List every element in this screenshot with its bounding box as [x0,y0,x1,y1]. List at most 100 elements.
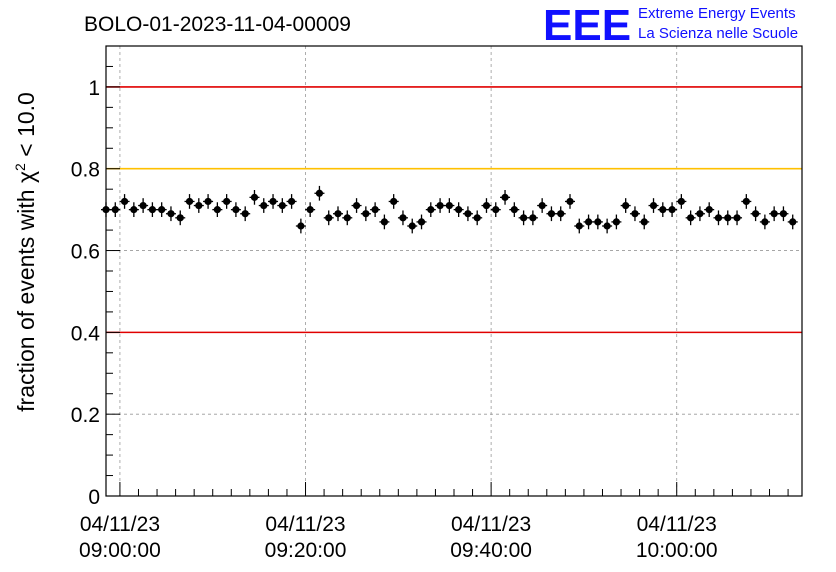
data-point [667,202,678,217]
y-axis-label-suffix: < 10.0 [13,92,39,163]
data-point [704,202,715,217]
point-marker [260,201,268,210]
data-point [472,210,483,226]
point-marker [566,197,574,206]
point-marker [520,214,528,222]
data-point [620,198,631,213]
data-point [722,210,733,226]
point-marker [770,210,778,218]
point-marker [779,210,788,218]
y-tick-label-3: 0.6 [71,241,100,264]
point-marker [761,218,769,226]
x-tick-date-3: 04/11/23 [637,513,717,536]
point-marker [427,206,435,214]
x-tick-time-2: 09:40:00 [450,539,532,562]
data-point [295,218,306,234]
data-point [268,194,279,209]
point-marker [538,201,546,210]
point-marker [584,218,593,226]
point-marker [603,222,611,230]
point-marker [269,197,277,206]
data-point [230,202,241,217]
x-tick-time-1: 09:20:00 [265,539,347,562]
point-marker [631,210,639,218]
data-point [407,218,418,234]
grid [106,46,802,496]
logo: EEE Extreme Energy Events La Scienza nel… [543,1,798,50]
data-point [629,206,640,222]
data-point [453,202,464,217]
data-point [639,214,650,230]
point-marker [315,189,324,197]
point-marker [492,206,500,214]
data-point [509,202,520,217]
point-marker [408,222,416,230]
data-point [574,218,585,234]
point-marker [343,214,351,222]
point-marker [288,197,296,206]
point-marker [733,214,741,222]
point-marker [352,201,361,210]
data-point [286,194,297,209]
point-marker [204,197,212,206]
x-tick-time-3: 10:00:00 [636,539,718,562]
point-marker [659,206,667,214]
point-marker [445,201,453,210]
data-point [360,206,371,222]
x-tick-date-1: 04/11/23 [265,513,345,536]
point-marker [557,210,565,218]
data-point [342,210,353,226]
point-marker [167,210,175,218]
data-point [481,198,492,213]
point-marker [677,197,685,206]
data-point [397,210,408,226]
point-marker [575,222,583,230]
point-marker [213,206,221,214]
point-marker [148,206,156,214]
point-marker [399,214,407,222]
data-point [759,214,770,230]
reference-lines [106,86,802,334]
data-point [212,202,223,217]
data-point [555,206,566,222]
data-point [128,202,139,217]
data-point [592,214,603,230]
data-point [193,198,204,213]
point-marker [195,201,203,210]
data-point [778,206,789,222]
data-point [351,198,362,213]
data-point [787,214,798,230]
data-point [184,194,195,209]
point-marker [334,210,342,218]
point-marker [278,201,286,210]
data-points [101,185,798,234]
point-marker [789,218,797,226]
data-point [490,202,501,217]
y-tick-label-5: 1 [88,77,100,100]
data-point [379,214,390,230]
data-point [518,210,529,226]
point-marker [649,201,658,210]
point-marker [529,214,537,222]
point-marker [362,210,370,218]
data-point [147,202,158,217]
point-marker [390,197,398,206]
data-point [713,210,724,226]
data-point [462,206,473,222]
point-marker [158,206,166,214]
data-point [388,194,399,209]
data-point [249,190,260,205]
point-marker [482,201,491,210]
point-marker [464,210,472,218]
point-marker [455,206,463,214]
y-axis-label-superscript: 2 [12,163,28,171]
point-marker [510,206,518,214]
data-point [602,218,613,234]
data-point [370,202,381,217]
data-point [500,190,511,205]
point-marker [612,218,621,226]
y-tick-label-4: 0.8 [71,159,100,182]
point-marker [371,206,379,214]
data-point [138,198,149,213]
